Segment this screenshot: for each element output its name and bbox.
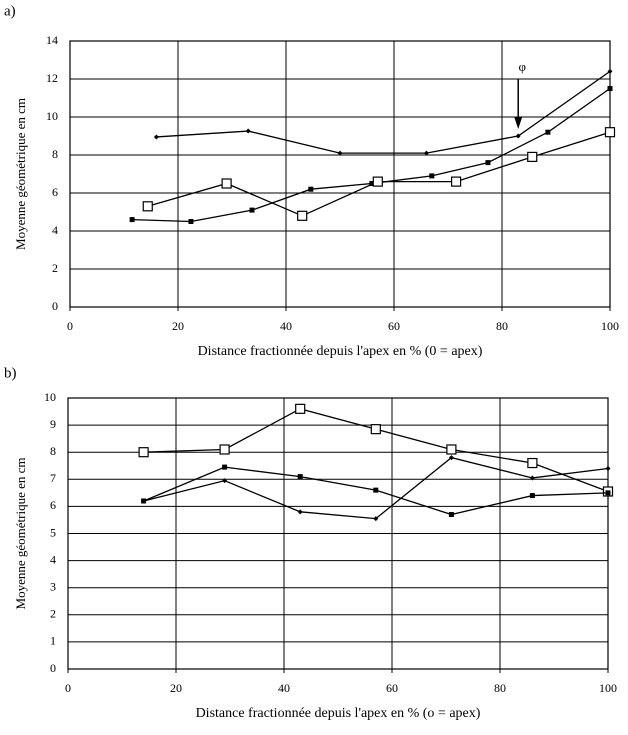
x-tick-label: 0	[67, 319, 73, 333]
y-axis-label: Moyenne géométrique en cm	[13, 458, 28, 610]
panel-label: a)	[4, 3, 16, 19]
marker	[423, 150, 429, 156]
marker	[221, 178, 232, 189]
x-tick-label: 80	[494, 681, 506, 695]
y-tick-label: 10	[46, 109, 58, 123]
marker	[515, 133, 521, 139]
x-tick-label: 0	[65, 681, 71, 695]
x-axis-label: Distance fractionnée depuis l'apex en % …	[198, 344, 483, 359]
y-tick-label: 10	[44, 390, 56, 404]
y-tick-label: 0	[52, 299, 58, 313]
marker	[370, 424, 381, 435]
x-tick-label: 80	[496, 319, 508, 333]
marker	[142, 201, 153, 212]
marker	[372, 176, 383, 187]
y-tick-label: 6	[52, 185, 58, 199]
marker	[222, 464, 228, 470]
x-tick-label: 40	[280, 319, 292, 333]
y-tick-label: 4	[52, 223, 58, 237]
marker	[249, 207, 255, 213]
marker	[337, 150, 343, 156]
marker	[448, 455, 454, 461]
marker	[605, 465, 611, 471]
series-line	[156, 70, 611, 154]
panel-label: b)	[4, 365, 17, 381]
x-axis-label: Distance fractionnée depuis l'apex en % …	[196, 706, 481, 721]
marker	[527, 151, 538, 162]
x-tick-label: 60	[388, 319, 400, 333]
marker	[308, 186, 314, 192]
y-tick-label: 9	[50, 417, 56, 431]
arrow-head	[514, 117, 523, 129]
marker	[373, 516, 379, 522]
x-tick-label: 100	[599, 681, 617, 695]
marker	[369, 181, 375, 186]
y-axis-label: Moyenne géométrique en cm	[13, 98, 28, 250]
marker	[607, 86, 613, 91]
marker	[451, 176, 462, 187]
y-tick-label: 4	[50, 552, 56, 566]
marker	[153, 134, 159, 140]
marker	[485, 160, 491, 166]
marker	[222, 478, 228, 484]
marker	[605, 490, 611, 496]
marker	[373, 487, 379, 493]
marker	[219, 444, 230, 455]
y-tick-label: 8	[50, 444, 56, 458]
y-tick-label: 1	[50, 634, 56, 648]
marker	[604, 127, 616, 138]
y-tick-label: 3	[50, 579, 56, 593]
chart-panel: a) 0 2 4 6 8 10 12 14 0 20 40 60 80 100 Distance fracti…	[4, 3, 619, 359]
y-tick-label: 12	[46, 71, 58, 85]
marker	[297, 509, 303, 515]
x-tick-label: 60	[386, 681, 398, 695]
y-tick-label: 5	[50, 525, 56, 539]
plot-frame	[69, 40, 611, 308]
x-tick-label: 100	[601, 319, 619, 333]
marker	[545, 129, 551, 135]
marker	[141, 498, 147, 504]
y-tick-label: 2	[50, 607, 56, 621]
y-tick-label: 6	[50, 498, 56, 512]
marker	[245, 128, 251, 134]
marker	[529, 493, 535, 499]
marker	[129, 217, 135, 223]
y-tick-label: 14	[46, 33, 58, 47]
y-tick-label: 7	[50, 471, 56, 485]
series-line	[147, 131, 611, 217]
marker	[297, 474, 303, 480]
marker	[297, 210, 308, 221]
y-tick-label: 0	[50, 661, 56, 675]
marker	[529, 475, 535, 481]
marker	[429, 173, 435, 179]
y-tick-label: 2	[52, 261, 58, 275]
annotation: φ	[518, 59, 526, 74]
x-tick-label: 20	[172, 319, 184, 333]
marker	[448, 512, 454, 518]
y-tick-label: 8	[52, 147, 58, 161]
marker	[446, 444, 457, 455]
x-tick-label: 40	[278, 681, 290, 695]
marker	[138, 447, 149, 458]
plot-frame	[67, 397, 609, 670]
marker	[607, 68, 613, 74]
marker	[527, 457, 538, 469]
x-tick-label: 20	[170, 681, 182, 695]
marker	[295, 403, 306, 414]
marker	[188, 219, 194, 224]
